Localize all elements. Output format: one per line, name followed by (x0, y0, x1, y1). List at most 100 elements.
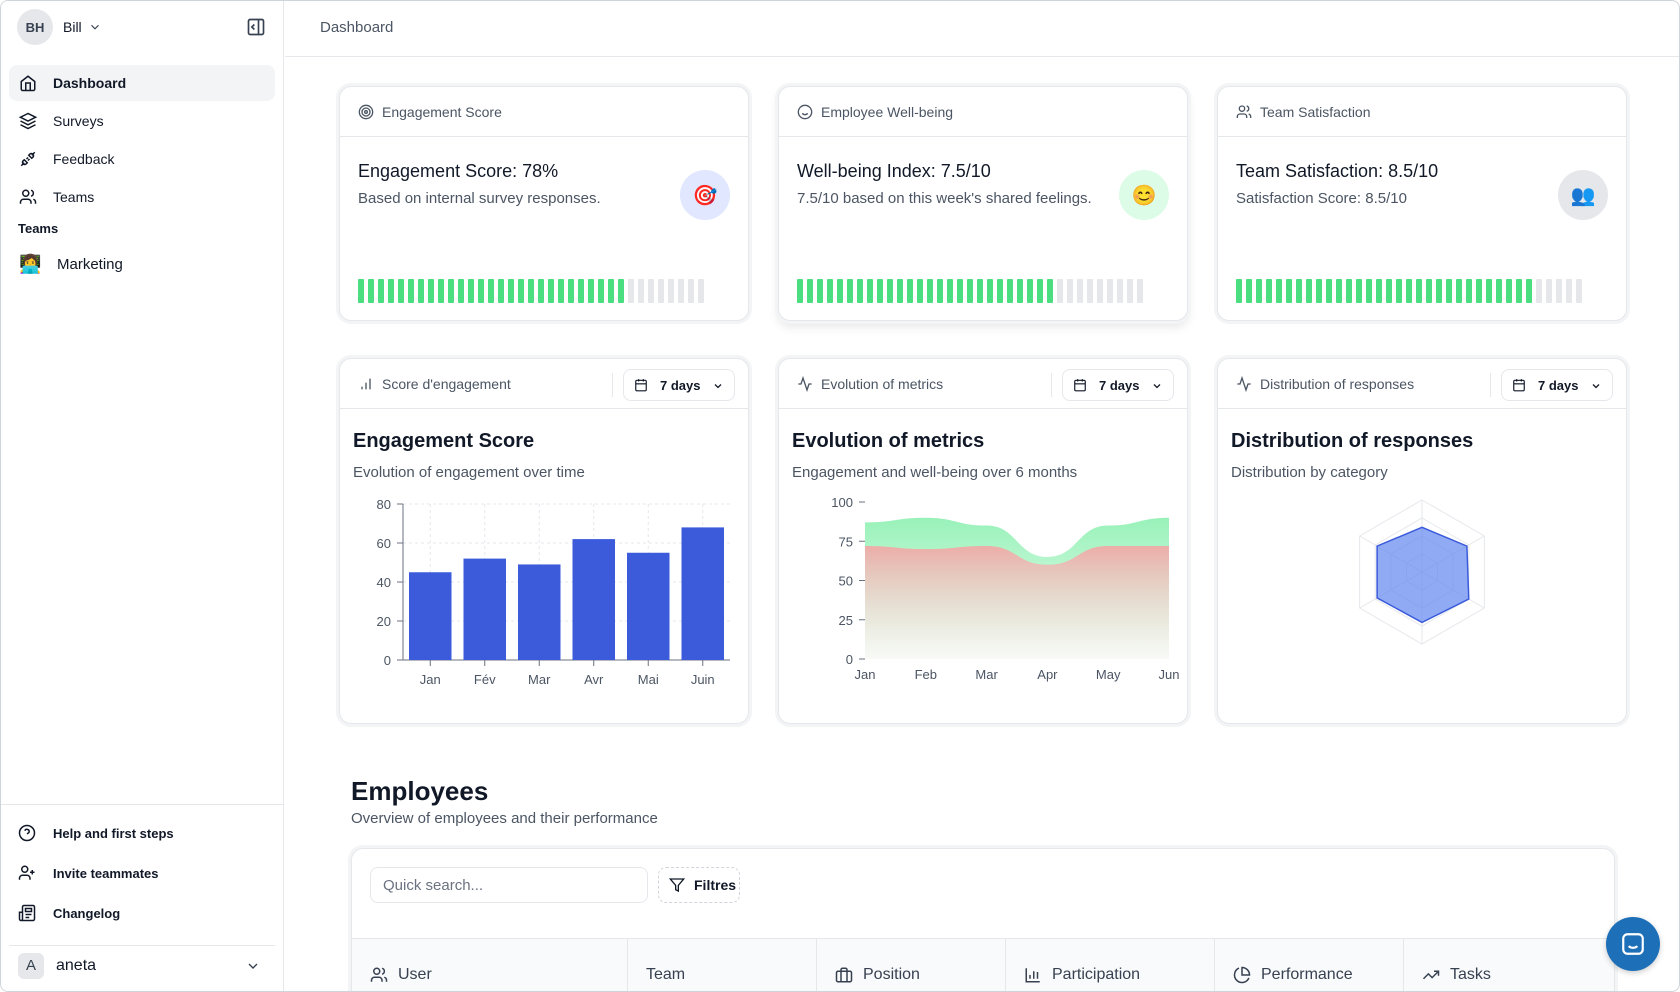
bar-chart-icon (361, 378, 371, 389)
support-chat-button[interactable] (1606, 917, 1660, 971)
x-tick-label: May (1096, 667, 1121, 682)
progress-bar (797, 279, 1147, 303)
progress-segment (1416, 279, 1422, 303)
sidebar-item-dashboard[interactable]: Dashboard (9, 65, 275, 101)
card-header-label: Evolution of metrics (821, 375, 944, 392)
progress-segment (1266, 279, 1272, 303)
progress-segment (1446, 279, 1452, 303)
user-switcher[interactable]: BH Bill (17, 9, 102, 45)
calendar-icon (1513, 379, 1525, 392)
column-header-tasks[interactable]: Tasks (1404, 939, 1614, 991)
progress-segment (917, 279, 923, 303)
date-range-select[interactable]: 7 days (623, 369, 735, 401)
sidebar-item-label: Surveys (53, 113, 104, 129)
progress-segment (448, 279, 454, 303)
chevron-down-icon (1153, 384, 1161, 389)
x-tick-label: Apr (1037, 667, 1058, 682)
progress-segment (1366, 279, 1372, 303)
progress-segment (618, 279, 624, 303)
column-header-user[interactable]: User (352, 939, 628, 991)
bar (681, 527, 725, 660)
sidebar-item-marketing[interactable]: 👩‍💻 Marketing (19, 251, 123, 277)
plug-icon (20, 151, 36, 167)
trending-up-icon (1422, 970, 1440, 980)
metric-subtitle: 7.5/10 based on this week's shared feeli… (797, 190, 1092, 207)
bar-chart-icon (1025, 968, 1040, 983)
progress-segment (598, 279, 604, 303)
layers-icon (19, 112, 37, 130)
progress-bar (1236, 279, 1586, 303)
progress-segment (528, 279, 534, 303)
x-tick-label: Juin (691, 672, 715, 687)
progress-segment (1376, 279, 1382, 303)
progress-segment (1286, 279, 1292, 303)
employees-subtitle: Overview of employees and their performa… (351, 810, 658, 827)
invite-label: Invite teammates (53, 865, 159, 881)
chevron-down-icon (248, 963, 258, 969)
y-tick-label: 20 (377, 614, 391, 629)
progress-segment (1246, 279, 1252, 303)
column-label: Tasks (1450, 966, 1491, 983)
sidebar-bottom: Help and first steps Invite teammates Ch… (1, 804, 284, 933)
progress-segment (827, 279, 833, 303)
metric-subtitle: Based on internal survey responses. (358, 190, 601, 207)
avatar: BH (17, 9, 53, 45)
calendar-icon (635, 379, 647, 392)
progress-segment (1536, 279, 1542, 303)
column-header-team[interactable]: Team (628, 939, 817, 991)
filter-label: Filtres (694, 877, 737, 893)
changelog-link[interactable]: Changelog (1, 893, 284, 933)
column-header-position[interactable]: Position (817, 939, 1006, 991)
progress-segment (1077, 279, 1083, 303)
engagement-score-card: Engagement Score Engagement Score: 78% B… (339, 86, 749, 321)
progress-segment (508, 279, 514, 303)
progress-segment (1396, 279, 1402, 303)
smile-badge-icon: 😊 (1119, 170, 1169, 220)
progress-segment (658, 279, 664, 303)
wellbeing-card: Employee Well-being Well-being Index: 7.… (778, 86, 1188, 321)
progress-segment (807, 279, 813, 303)
sidebar-toggle-icon[interactable] (246, 17, 266, 37)
search-input[interactable] (370, 867, 648, 903)
metric-title: Team Satisfaction: 8.5/10 (1236, 161, 1439, 181)
date-range-value: 7 days (1099, 377, 1140, 393)
date-range-select[interactable]: 7 days (1062, 369, 1174, 401)
progress-segment (698, 279, 704, 303)
column-header-participation[interactable]: Participation (1006, 939, 1215, 991)
distribution-chart-card: Distribution of responses 7 days Distrib… (1217, 358, 1627, 724)
bar (572, 539, 616, 660)
y-tick-label: 75 (839, 534, 853, 549)
account-switcher[interactable]: A aneta (9, 945, 275, 985)
sidebar-item-teams[interactable]: Teams (9, 179, 275, 215)
sidebar-item-feedback[interactable]: Feedback (9, 141, 275, 177)
briefcase-icon (835, 967, 853, 983)
card-header-label: Score d'engagement (382, 375, 511, 392)
progress-segment (1516, 279, 1522, 303)
column-header-performance[interactable]: Performance (1215, 939, 1404, 991)
y-tick-label: 50 (839, 574, 853, 589)
users-icon (19, 189, 37, 204)
invite-link[interactable]: Invite teammates (1, 853, 284, 893)
y-tick-label: 100 (831, 495, 853, 510)
bar (626, 552, 670, 660)
filter-button[interactable]: Filtres (658, 867, 740, 903)
chat-icon (1622, 933, 1644, 955)
progress-segment (488, 279, 494, 303)
progress-segment (1556, 279, 1562, 303)
evolution-area-chart: 0 25 50 75 100 Jan Feb Mar Apr May Jun (831, 495, 1179, 682)
progress-segment (847, 279, 853, 303)
progress-segment (1127, 279, 1133, 303)
progress-segment (907, 279, 913, 303)
date-range-value: 7 days (660, 377, 701, 393)
team-name: Marketing (57, 255, 123, 273)
evolution-chart-card: Evolution of metrics 7 days Evolution of… (778, 358, 1188, 724)
progress-segment (797, 279, 803, 303)
progress-segment (857, 279, 863, 303)
y-tick-label: 0 (846, 652, 853, 667)
sidebar-item-surveys[interactable]: Surveys (9, 103, 275, 139)
progress-segment (1456, 279, 1462, 303)
help-link[interactable]: Help and first steps (1, 813, 284, 853)
date-range-select[interactable]: 7 days (1501, 369, 1613, 401)
progress-segment (518, 279, 524, 303)
